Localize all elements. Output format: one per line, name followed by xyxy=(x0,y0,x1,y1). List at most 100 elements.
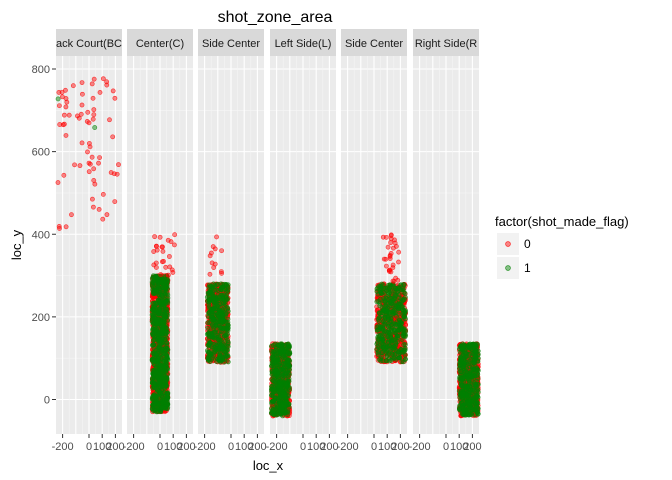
data-point xyxy=(165,272,171,278)
data-point xyxy=(85,149,90,155)
data-point xyxy=(57,122,63,127)
data-point xyxy=(163,347,168,353)
data-point xyxy=(91,107,97,113)
data-point xyxy=(207,297,213,303)
data-point xyxy=(221,303,227,309)
data-point xyxy=(100,216,106,222)
data-point xyxy=(55,180,61,185)
data-point xyxy=(89,81,95,87)
data-point xyxy=(64,99,70,105)
data-point xyxy=(165,390,171,396)
facet-points xyxy=(55,76,121,231)
data-point xyxy=(149,376,155,381)
data-point xyxy=(97,155,102,161)
data-point xyxy=(167,264,173,270)
data-point xyxy=(149,406,155,412)
data-point xyxy=(160,248,166,254)
data-point xyxy=(91,204,96,210)
data-point xyxy=(114,171,120,177)
data-point xyxy=(154,394,159,399)
data-point xyxy=(112,95,118,101)
data-point xyxy=(277,387,283,393)
data-point xyxy=(153,399,159,405)
data-point xyxy=(219,270,225,276)
data-point xyxy=(283,391,288,397)
data-point xyxy=(104,212,110,218)
data-point xyxy=(149,396,155,402)
data-point xyxy=(282,380,288,386)
x-tick-label: -200 xyxy=(194,441,216,453)
data-point xyxy=(211,295,216,301)
data-point xyxy=(157,234,163,240)
data-point xyxy=(155,338,161,344)
data-point xyxy=(152,234,158,240)
data-point xyxy=(269,355,275,361)
data-point xyxy=(159,259,165,265)
data-point xyxy=(401,342,407,347)
data-point xyxy=(219,248,225,254)
data-point xyxy=(212,306,218,312)
data-point xyxy=(159,375,164,380)
data-point xyxy=(402,294,408,300)
data-point xyxy=(271,398,276,404)
data-point xyxy=(110,88,116,94)
data-point xyxy=(225,323,231,329)
data-point xyxy=(282,401,287,407)
data-point xyxy=(116,162,121,168)
data-point xyxy=(154,247,160,253)
data-point xyxy=(157,381,163,386)
data-point xyxy=(225,341,231,347)
data-point xyxy=(207,284,213,289)
data-point xyxy=(152,316,158,321)
data-point xyxy=(66,112,72,118)
data-point xyxy=(63,96,69,101)
data-point xyxy=(172,232,178,238)
data-point xyxy=(156,355,161,361)
data-point xyxy=(157,366,163,372)
data-point xyxy=(151,354,157,360)
data-point xyxy=(56,103,62,109)
x-tick-label: 0 xyxy=(228,441,234,453)
data-point xyxy=(156,404,162,410)
data-point xyxy=(61,112,67,118)
data-point xyxy=(91,112,97,118)
data-point xyxy=(165,278,170,284)
data-point xyxy=(150,342,156,348)
data-point xyxy=(223,335,229,341)
facet-strip-label: Side Center xyxy=(345,38,403,50)
data-point xyxy=(56,224,62,229)
data-point xyxy=(163,264,169,270)
data-point xyxy=(218,357,223,363)
data-point xyxy=(215,337,221,343)
data-point xyxy=(158,323,164,329)
data-point xyxy=(165,406,170,412)
data-point xyxy=(285,363,291,369)
chart-title: shot_zone_area xyxy=(218,9,333,26)
facet-points xyxy=(268,341,293,419)
data-point xyxy=(286,346,291,352)
data-point xyxy=(90,116,96,122)
data-point xyxy=(79,80,85,85)
data-point xyxy=(212,284,218,289)
data-point xyxy=(209,291,215,297)
data-point xyxy=(86,141,92,146)
data-point xyxy=(276,382,282,387)
data-point xyxy=(164,397,170,403)
data-point xyxy=(156,292,162,298)
data-point xyxy=(218,325,223,330)
data-point xyxy=(212,348,218,354)
data-point xyxy=(100,191,106,197)
data-point xyxy=(271,378,277,384)
data-point xyxy=(217,344,222,350)
data-point xyxy=(153,243,159,249)
data-point xyxy=(164,306,170,312)
data-point xyxy=(156,388,162,394)
data-point xyxy=(206,357,212,363)
data-point xyxy=(151,385,157,391)
data-point xyxy=(165,292,171,298)
data-point xyxy=(206,302,212,308)
